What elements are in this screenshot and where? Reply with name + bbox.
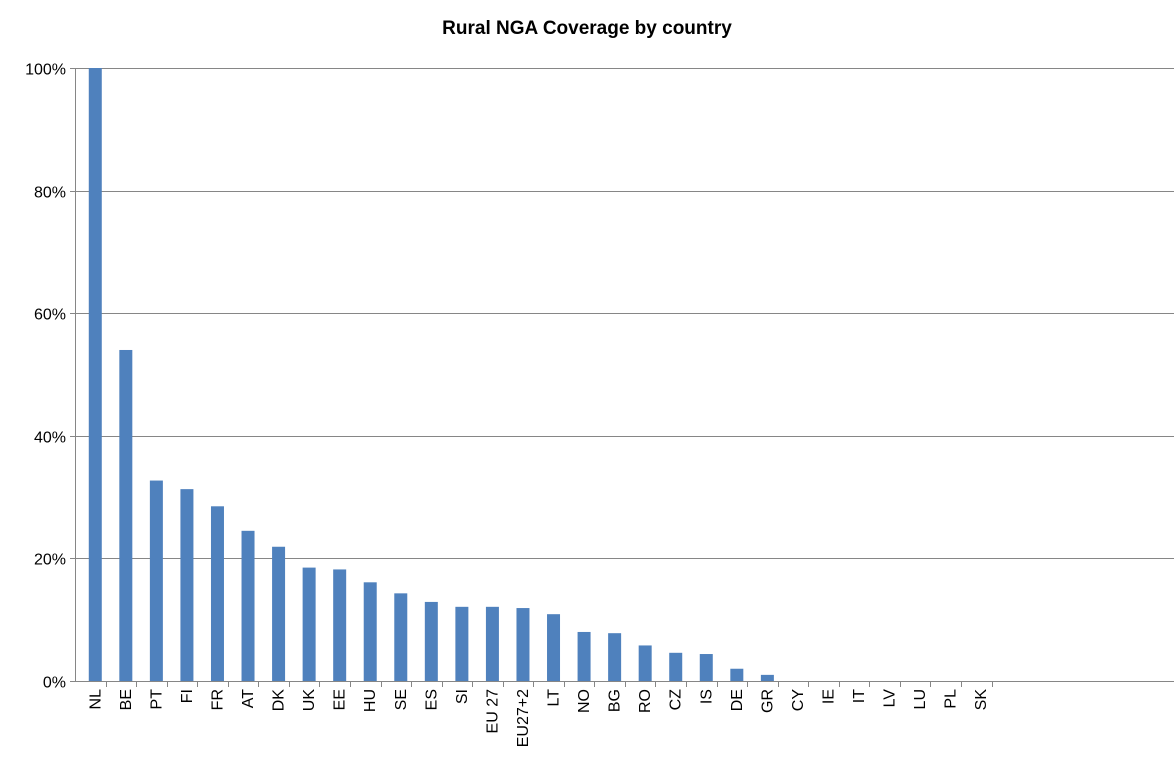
bar [730, 668, 744, 681]
y-tick-label: 20% [34, 552, 66, 569]
x-tick-label: SI [454, 689, 471, 704]
x-tick-label: EE [332, 689, 349, 710]
x-tick-label: PL [943, 689, 960, 709]
x-tick-label: LU [912, 689, 929, 709]
bar [394, 593, 408, 681]
bar [88, 68, 102, 681]
bars [88, 68, 774, 681]
x-tick-label: DE [729, 689, 746, 711]
bar [669, 652, 683, 681]
y-tick-label: 60% [34, 307, 66, 324]
x-tick-label: IS [698, 689, 715, 704]
y-tick-label: 40% [34, 430, 66, 447]
y-tick-labels: 0% 20% 40% 60% 80% 100% [25, 62, 66, 692]
x-tick-label: SE [393, 689, 410, 710]
x-tick-label: PT [148, 689, 165, 710]
x-tick-label: BG [607, 689, 624, 712]
x-tick-label: GR [759, 689, 776, 713]
x-tick-label: NO [576, 689, 593, 713]
x-tick-label: EU 27 [484, 689, 501, 734]
x-tick-labels: NL BE PT FI FR AT DK UK EE HU SE ES SI EU 27 EU27+2 LT N… [87, 689, 990, 748]
bar [210, 506, 224, 681]
bar [485, 606, 499, 681]
bar [241, 530, 255, 681]
bar [577, 631, 591, 681]
x-tick-label: SK [973, 689, 990, 711]
bar [699, 654, 713, 681]
y-tick-label: 80% [34, 185, 66, 202]
bar [363, 582, 377, 681]
x-tick-label: DK [271, 689, 288, 712]
x-tick-label: BE [118, 689, 135, 710]
bar [149, 480, 163, 681]
bar [455, 606, 469, 681]
chart-title: Rural NGA Coverage by country [442, 18, 732, 39]
x-tick-label: FI [179, 689, 196, 703]
x-tick-label: RO [637, 689, 654, 713]
bar [333, 569, 347, 681]
x-tick-label: HU [362, 689, 379, 712]
x-tick-label: IE [820, 689, 837, 704]
x-tick-label: NL [87, 689, 104, 710]
x-tick-label: LT [546, 689, 563, 707]
gridlines [75, 68, 1174, 559]
bar [608, 633, 622, 681]
x-tick-label: IT [851, 689, 868, 703]
y-tick-label: 100% [25, 62, 66, 79]
bar [180, 489, 194, 681]
x-tick-label: FR [209, 689, 226, 710]
bar [119, 349, 133, 681]
x-tick-label: LV [882, 689, 899, 708]
bar [760, 674, 774, 681]
bar [424, 601, 438, 681]
y-tick-label: 0% [43, 675, 66, 692]
bar [516, 608, 530, 681]
bar [547, 614, 561, 681]
x-tick-label: CY [790, 689, 807, 712]
x-tick-label: UK [301, 689, 318, 712]
axes [70, 68, 1174, 687]
x-tick-label: EU27+2 [515, 689, 532, 747]
x-tick-label: AT [240, 689, 257, 708]
x-tick-label: ES [423, 689, 440, 710]
bar [638, 645, 652, 681]
bar [272, 546, 286, 681]
bar [302, 567, 316, 681]
x-tick-label: CZ [668, 689, 685, 711]
